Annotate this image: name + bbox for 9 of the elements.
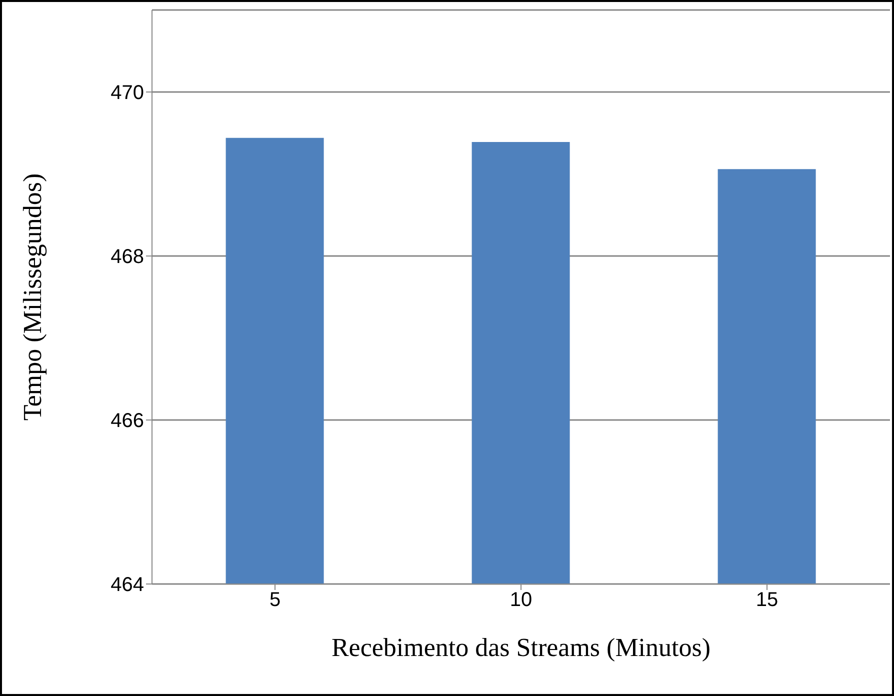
x-tick-label: 5 <box>269 589 281 612</box>
y-tick-label: 464 <box>110 574 144 596</box>
x-axis-title: Recebimento das Streams (Minutos) <box>331 633 711 662</box>
y-tick-label: 466 <box>110 410 144 432</box>
x-tick-label: 15 <box>756 589 778 612</box>
y-tick-label: 470 <box>110 82 144 104</box>
y-axis-title: Tempo (Milissegundos) <box>18 173 48 421</box>
y-tick-label: 468 <box>110 246 144 268</box>
x-tick-label: 10 <box>510 589 532 612</box>
